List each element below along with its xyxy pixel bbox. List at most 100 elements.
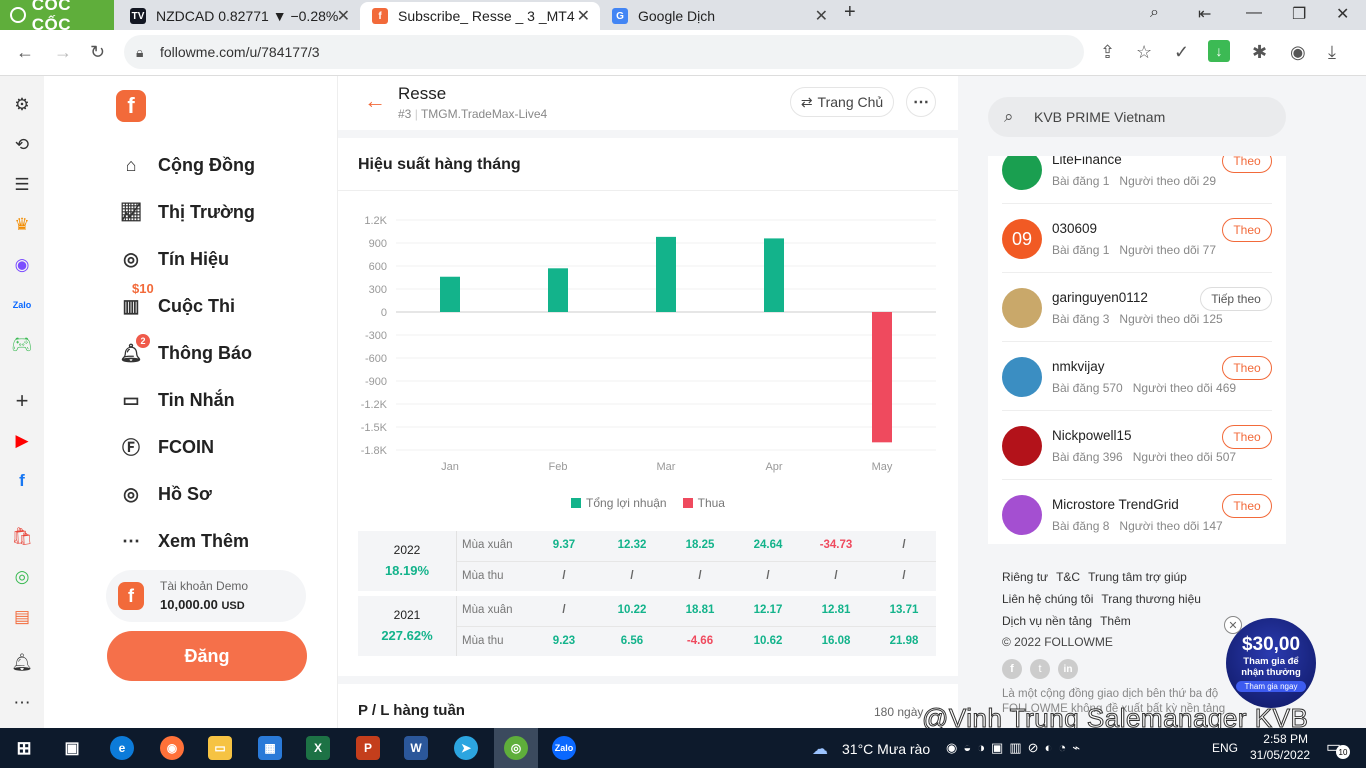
address-bar[interactable]: 🔒︎ followme.com/u/784177/3 — [124, 35, 1084, 69]
word-icon[interactable]: W — [404, 736, 428, 760]
close-icon[interactable]: ✕ — [814, 8, 828, 25]
link-privacy[interactable]: Riêng tư — [1002, 570, 1049, 584]
bar-feb[interactable] — [548, 268, 568, 312]
tab-nzdcad[interactable]: TV NZDCAD 0.82771 ▼ −0.28% ✕ — [118, 2, 360, 30]
close-icon[interactable]: ✕ — [1224, 616, 1242, 634]
follow-button[interactable]: Tiếp theo — [1200, 287, 1272, 311]
extension-badge-icon[interactable]: ✓ — [1174, 42, 1190, 62]
history-icon[interactable]: ⟲ — [14, 135, 30, 154]
bell-icon[interactable]: 🔔︎ — [11, 653, 33, 672]
settings-gear-icon[interactable]: ⚙ — [14, 95, 30, 114]
firefox-icon[interactable]: ◉ — [160, 736, 184, 760]
followme-logo-icon[interactable]: f — [116, 90, 146, 122]
follower-name[interactable]: 030609 — [1052, 221, 1098, 236]
powerpoint-icon[interactable]: P — [356, 736, 380, 760]
messenger-icon[interactable]: ◉ — [14, 255, 30, 274]
nav-messages[interactable]: ▭ Tin Nhắn — [118, 385, 234, 415]
follower-item[interactable]: 09 030609 Bài đăng 1 Người theo dõi 77 Theo — [1002, 205, 1272, 273]
excel-icon[interactable]: X — [306, 736, 330, 760]
extensions-puzzle-icon[interactable]: ✱ — [1252, 42, 1268, 62]
follow-button[interactable]: Theo — [1222, 425, 1272, 449]
store-icon[interactable]: ▦ — [258, 736, 282, 760]
avatar[interactable] — [1002, 426, 1042, 466]
follower-item[interactable]: LiteFinance Bài đăng 1 Người theo dõi 29 T… — [1002, 156, 1272, 204]
bar-apr[interactable] — [764, 238, 784, 312]
follow-button[interactable]: Theo — [1222, 218, 1272, 242]
nav-market[interactable]: 📈︎ Thị Trường — [118, 197, 255, 227]
follower-item[interactable]: Microstore TrendGrid Bài đăng 8 Người the… — [1002, 481, 1272, 544]
back-icon[interactable]: ← — [16, 42, 34, 62]
task-view-icon[interactable]: ▣ — [64, 740, 80, 757]
window-close-icon[interactable]: ✕ — [1336, 6, 1350, 23]
notification-center-icon[interactable]: ▭ 10 — [1326, 737, 1350, 759]
avatar[interactable] — [1002, 495, 1042, 535]
avatar[interactable] — [1002, 288, 1042, 328]
link-contact[interactable]: Liên hệ chúng tôi — [1002, 592, 1094, 606]
shopping-icon[interactable]: 🛍︎ — [11, 527, 33, 546]
youtube-icon[interactable]: ▶ — [15, 431, 29, 450]
follower-name[interactable]: nmkvijay — [1052, 359, 1105, 374]
list-icon[interactable]: ☰ — [14, 175, 30, 194]
language-indicator[interactable]: ENG — [1212, 741, 1239, 755]
follow-button[interactable]: Theo — [1222, 356, 1272, 380]
facebook-icon[interactable]: f — [19, 471, 25, 490]
tab-search-icon[interactable]: ⌕ — [1150, 4, 1159, 21]
link-brand[interactable]: Trang thương hiệu — [1101, 592, 1201, 606]
bar-jan[interactable] — [440, 276, 460, 312]
tab-subscribe[interactable]: f Subscribe_ Resse _ 3 _MT4 ar ✕ — [360, 2, 600, 30]
downloads-icon[interactable]: ⤓ — [1328, 42, 1336, 62]
weather-text[interactable]: 31°C Mưa rào — [842, 741, 931, 757]
avatar[interactable]: 09 — [1002, 219, 1042, 259]
more-options-icon[interactable]: ⋯ — [906, 87, 936, 117]
link-tc[interactable]: T&C — [1056, 570, 1081, 584]
weekly-range[interactable]: 180 ngày — [874, 705, 924, 719]
follower-name[interactable]: garinguyen0112 — [1052, 290, 1148, 305]
follower-name[interactable]: Nickpowell15 — [1052, 428, 1132, 443]
reload-icon[interactable]: ↻ — [90, 42, 106, 62]
nav-profile[interactable]: ◎ Hồ Sơ — [118, 479, 212, 509]
demo-account-card[interactable]: f Tài khoản Demo 10,000.00 USD — [106, 570, 306, 622]
promo-cta[interactable]: Tham gia ngay — [1236, 681, 1306, 692]
maximize-icon[interactable]: ❐ — [1292, 6, 1307, 23]
link-more[interactable]: Thêm — [1100, 614, 1131, 628]
new-tab-icon[interactable]: + — [844, 1, 856, 23]
follow-button[interactable]: Theo — [1222, 156, 1272, 173]
download-ext-icon[interactable]: ↓ — [1208, 40, 1230, 62]
nav-notifications[interactable]: 🔔︎ 2 Thông Báo — [118, 334, 252, 368]
add-icon[interactable]: + — [15, 388, 29, 413]
tab-google-dich[interactable]: G Google Dịch ✕ — [600, 2, 838, 30]
follow-button[interactable]: Theo — [1222, 494, 1272, 518]
follower-item[interactable]: garinguyen0112 Bài đăng 3 Người theo dõi … — [1002, 274, 1272, 342]
profile-icon[interactable]: ◉ — [1290, 42, 1306, 62]
follower-item[interactable]: Nickpowell15 Bài đăng 396 Người theo dõi … — [1002, 412, 1272, 480]
avatar[interactable] — [1002, 357, 1042, 397]
bar-may[interactable] — [872, 312, 892, 443]
promo-badge[interactable]: ✕ $30,00 Tham gia để nhận thưởng Tham gi… — [1224, 616, 1316, 708]
crown-icon[interactable]: ♛ — [14, 215, 30, 234]
game-controller-icon[interactable]: 🎮︎ — [11, 335, 33, 354]
nav-fcoin[interactable]: Ⓕ FCOIN — [118, 432, 214, 462]
nav-signals[interactable]: ◎ Tín Hiệu — [118, 244, 229, 274]
post-button[interactable]: Đăng — [107, 631, 307, 681]
coccoc-taskbar-icon[interactable]: ◎ — [494, 728, 538, 768]
windows-start-icon[interactable]: ⊞ — [16, 737, 32, 758]
edge-icon[interactable]: e — [110, 736, 134, 760]
coccoc-menu-button[interactable]: CỐC CỐC — [0, 0, 114, 34]
close-icon[interactable]: ✕ — [576, 8, 590, 25]
linkedin-icon[interactable]: in — [1058, 659, 1078, 679]
zalo-icon[interactable]: Zalo — [552, 736, 576, 760]
link-services[interactable]: Dịch vụ nền tảng — [1002, 614, 1093, 628]
bookmark-star-icon[interactable]: ☆ — [1136, 42, 1153, 62]
search-input[interactable]: ⌕ KVB PRIME Vietnam — [988, 97, 1286, 137]
back-arrow-icon[interactable]: ← — [364, 88, 386, 113]
follower-item[interactable]: nmkvijay Bài đăng 570 Người theo dõi 469 T… — [1002, 343, 1272, 411]
avatar[interactable] — [1002, 156, 1042, 190]
twitter-icon[interactable]: t — [1030, 659, 1050, 679]
nav-contest[interactable]: ▥ $10 Cuộc Thi — [118, 281, 235, 321]
zalo-icon[interactable]: Zalo — [12, 300, 32, 310]
file-explorer-icon[interactable]: ▭ — [208, 736, 232, 760]
facebook-icon[interactable]: f — [1002, 659, 1022, 679]
back-panel-icon[interactable]: ⇤ — [1198, 6, 1212, 23]
home-button[interactable]: ⇄ Trang Chủ — [790, 87, 894, 117]
bar-mar[interactable] — [656, 236, 676, 312]
